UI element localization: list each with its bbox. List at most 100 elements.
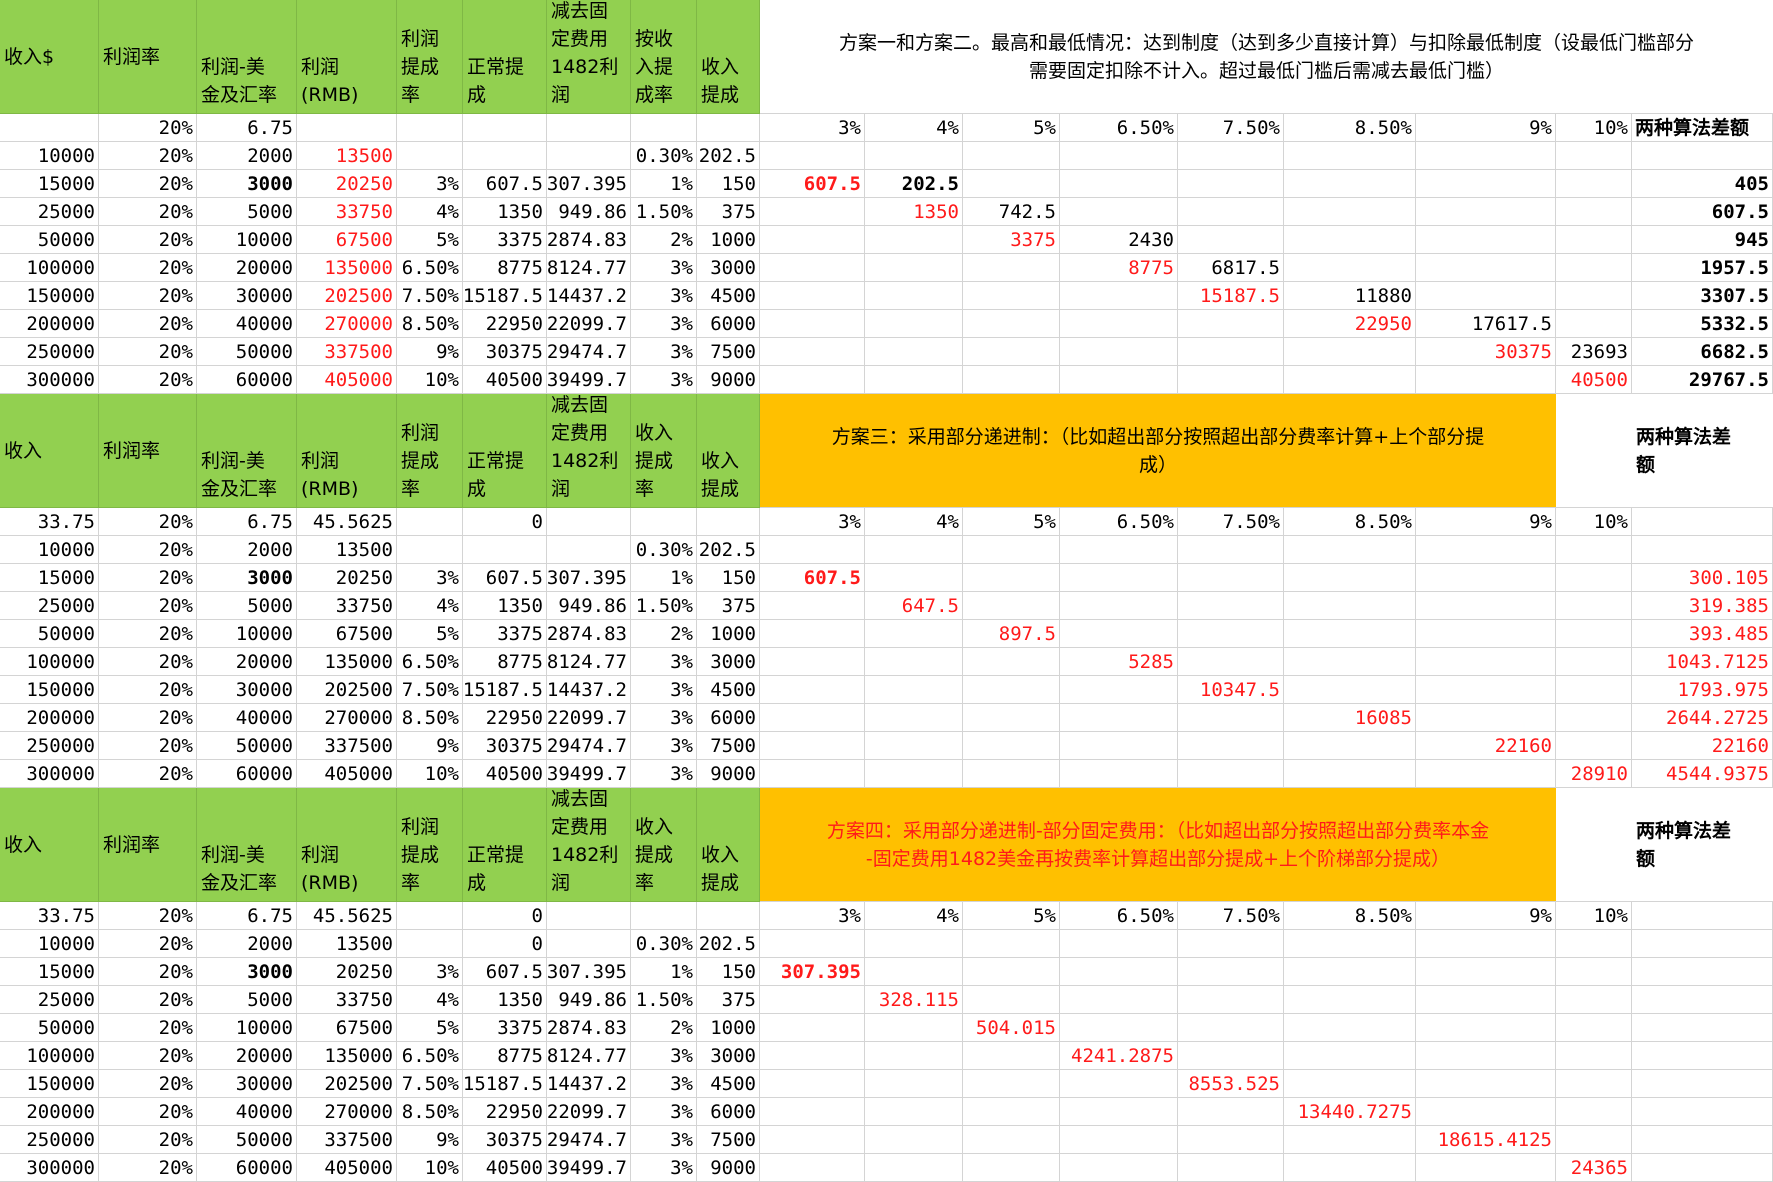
- data-cell[interactable]: 607.5: [463, 564, 547, 592]
- param-cell[interactable]: 0: [463, 902, 547, 930]
- tier-cell[interactable]: [1284, 564, 1416, 592]
- data-cell[interactable]: 949.86: [547, 986, 631, 1014]
- tier-cell[interactable]: [1556, 986, 1632, 1014]
- tier-cell[interactable]: [963, 648, 1060, 676]
- data-cell[interactable]: 135000: [297, 648, 397, 676]
- data-cell[interactable]: 13500: [297, 930, 397, 958]
- header-cell-5[interactable]: 正常提 成: [463, 394, 547, 508]
- tier-cell[interactable]: [1416, 648, 1556, 676]
- data-cell[interactable]: 3%: [631, 1154, 697, 1182]
- tier-cell[interactable]: 23693: [1556, 338, 1632, 366]
- tier-cell[interactable]: [1178, 958, 1284, 986]
- header-cell-0[interactable]: 收入: [0, 394, 99, 508]
- difference-cell[interactable]: 1793.975: [1632, 676, 1773, 704]
- data-cell[interactable]: 1%: [631, 564, 697, 592]
- data-cell[interactable]: 3375: [463, 620, 547, 648]
- tier-cell[interactable]: [865, 1154, 963, 1182]
- data-cell[interactable]: 250000: [0, 338, 99, 366]
- data-cell[interactable]: 30000: [197, 676, 297, 704]
- tier-cell[interactable]: 742.5: [963, 198, 1060, 226]
- param-cell[interactable]: 6.75: [197, 902, 297, 930]
- tier-label-cell[interactable]: 7.50%: [1178, 114, 1284, 142]
- tier-cell[interactable]: [963, 338, 1060, 366]
- tier-cell[interactable]: [1060, 986, 1178, 1014]
- data-cell[interactable]: 4500: [697, 676, 760, 704]
- tier-cell[interactable]: [1284, 226, 1416, 254]
- data-cell[interactable]: 0.30%: [631, 536, 697, 564]
- tier-cell[interactable]: [1556, 1126, 1632, 1154]
- tier-cell[interactable]: [1416, 254, 1556, 282]
- data-cell[interactable]: 405000: [297, 366, 397, 394]
- tier-cell[interactable]: [1178, 648, 1284, 676]
- data-cell[interactable]: 3%: [397, 170, 463, 198]
- data-cell[interactable]: 3000: [197, 564, 297, 592]
- tier-cell[interactable]: [1416, 986, 1556, 1014]
- param-cell[interactable]: [397, 114, 463, 142]
- tier-cell[interactable]: [1060, 676, 1178, 704]
- data-cell[interactable]: 30000: [197, 282, 297, 310]
- param-cell[interactable]: [547, 508, 631, 536]
- tier-cell[interactable]: [963, 310, 1060, 338]
- data-cell[interactable]: 20000: [197, 254, 297, 282]
- tier-cell[interactable]: [760, 620, 865, 648]
- data-cell[interactable]: 607.5: [463, 958, 547, 986]
- data-cell[interactable]: 20%: [99, 366, 197, 394]
- header-cell-6[interactable]: 减去固 定费用 1482利 润: [547, 0, 631, 114]
- data-cell[interactable]: 8.50%: [397, 704, 463, 732]
- tier-cell[interactable]: 6817.5: [1178, 254, 1284, 282]
- tier-cell[interactable]: [1178, 592, 1284, 620]
- data-cell[interactable]: 8775: [463, 1042, 547, 1070]
- tier-cell[interactable]: [760, 1014, 865, 1042]
- data-cell[interactable]: 2%: [631, 226, 697, 254]
- tier-cell[interactable]: [1060, 620, 1178, 648]
- tier-cell[interactable]: [1178, 1014, 1284, 1042]
- data-cell[interactable]: 4500: [697, 282, 760, 310]
- data-cell[interactable]: 67500: [297, 226, 397, 254]
- tier-cell[interactable]: [1556, 170, 1632, 198]
- difference-cell[interactable]: [1632, 986, 1773, 1014]
- tier-cell[interactable]: [1284, 732, 1416, 760]
- data-cell[interactable]: 20%: [99, 648, 197, 676]
- tier-cell[interactable]: [1416, 1042, 1556, 1070]
- header-cell-7[interactable]: 收入 提成 率: [631, 788, 697, 902]
- data-cell[interactable]: 150: [697, 170, 760, 198]
- tier-cell[interactable]: [760, 198, 865, 226]
- data-cell[interactable]: 67500: [297, 620, 397, 648]
- data-cell[interactable]: 5000: [197, 198, 297, 226]
- tier-cell[interactable]: [1060, 958, 1178, 986]
- tier-label-cell[interactable]: 9%: [1416, 902, 1556, 930]
- difference-cell[interactable]: 319.385: [1632, 592, 1773, 620]
- data-cell[interactable]: 39499.7: [547, 1154, 631, 1182]
- tier-cell[interactable]: [1556, 226, 1632, 254]
- data-cell[interactable]: 22950: [463, 704, 547, 732]
- data-cell[interactable]: 39499.7: [547, 760, 631, 788]
- data-cell[interactable]: 9%: [397, 338, 463, 366]
- data-cell[interactable]: 20%: [99, 282, 197, 310]
- tier-cell[interactable]: 202.5: [865, 170, 963, 198]
- tier-cell[interactable]: [1060, 592, 1178, 620]
- tier-cell[interactable]: 3375: [963, 226, 1060, 254]
- data-cell[interactable]: 3000: [697, 648, 760, 676]
- tier-cell[interactable]: [1060, 282, 1178, 310]
- data-cell[interactable]: 40500: [463, 1154, 547, 1182]
- header-cell-1[interactable]: 利润率: [99, 788, 197, 902]
- tier-cell[interactable]: [1178, 310, 1284, 338]
- tier-cell[interactable]: [865, 226, 963, 254]
- tier-cell[interactable]: [1556, 564, 1632, 592]
- tier-label-cell[interactable]: 4%: [865, 508, 963, 536]
- tier-cell[interactable]: [1416, 226, 1556, 254]
- tier-cell[interactable]: [865, 310, 963, 338]
- data-cell[interactable]: 7.50%: [397, 1070, 463, 1098]
- data-cell[interactable]: 6000: [697, 1098, 760, 1126]
- tier-cell[interactable]: [963, 170, 1060, 198]
- data-cell[interactable]: 202.5: [697, 142, 760, 170]
- difference-cell[interactable]: 6682.5: [1632, 338, 1773, 366]
- difference-cell[interactable]: [1632, 958, 1773, 986]
- tier-cell[interactable]: 11880: [1284, 282, 1416, 310]
- tier-cell[interactable]: [963, 1098, 1060, 1126]
- tier-cell[interactable]: [760, 760, 865, 788]
- header-cell-5[interactable]: 正常提 成: [463, 788, 547, 902]
- data-cell[interactable]: 2000: [197, 930, 297, 958]
- tier-cell[interactable]: [1556, 282, 1632, 310]
- data-cell[interactable]: 3%: [631, 648, 697, 676]
